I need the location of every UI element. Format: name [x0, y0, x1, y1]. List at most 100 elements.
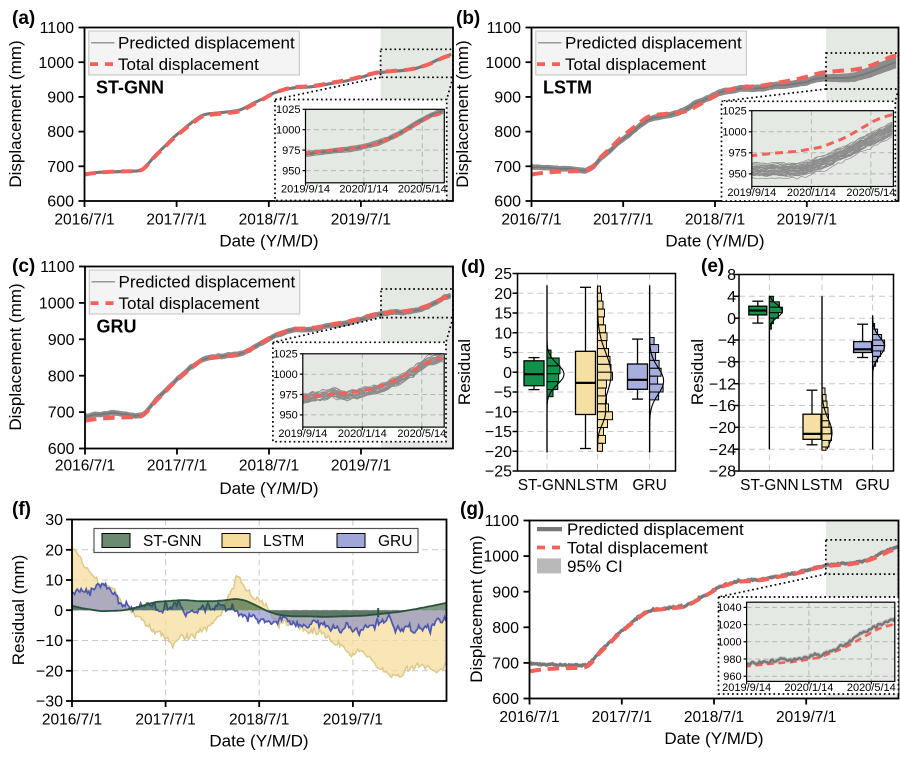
svg-text:700: 700 — [492, 656, 519, 673]
svg-text:1000: 1000 — [276, 125, 300, 137]
svg-text:GRU: GRU — [378, 533, 412, 550]
svg-text:2018/7/1: 2018/7/1 — [239, 212, 299, 229]
svg-text:900: 900 — [48, 332, 75, 349]
svg-text:600: 600 — [47, 194, 74, 211]
svg-text:2020/5/14: 2020/5/14 — [847, 682, 896, 694]
svg-text:−25: −25 — [485, 464, 512, 481]
svg-text:2019/9/14: 2019/9/14 — [722, 682, 771, 694]
svg-text:GRU: GRU — [97, 317, 137, 337]
svg-text:LSTM: LSTM — [801, 477, 842, 494]
svg-text:2019/9/14: 2019/9/14 — [278, 428, 327, 440]
svg-text:900: 900 — [492, 584, 519, 601]
svg-text:0: 0 — [54, 603, 63, 620]
svg-text:1000: 1000 — [722, 127, 746, 139]
svg-text:800: 800 — [47, 124, 74, 141]
svg-text:2019/9/14: 2019/9/14 — [727, 187, 776, 199]
svg-text:−20: −20 — [485, 444, 512, 461]
svg-text:(c): (c) — [12, 256, 35, 277]
svg-text:975: 975 — [279, 389, 297, 401]
svg-text:2017/7/1: 2017/7/1 — [593, 212, 653, 229]
svg-text:−30: −30 — [36, 694, 63, 711]
svg-text:1025: 1025 — [722, 106, 746, 118]
svg-text:(f): (f) — [12, 499, 31, 520]
svg-text:Date (Y/M/D): Date (Y/M/D) — [665, 232, 764, 251]
svg-text:4: 4 — [727, 289, 736, 306]
svg-text:(g): (g) — [460, 499, 484, 520]
svg-text:−24: −24 — [709, 442, 736, 459]
svg-text:Date (Y/M/D): Date (Y/M/D) — [219, 479, 318, 498]
svg-text:2019/7/1: 2019/7/1 — [323, 712, 383, 729]
svg-text:Predicted displacement: Predicted displacement — [567, 520, 744, 539]
svg-text:Total displacement: Total displacement — [118, 55, 259, 74]
svg-text:1000: 1000 — [483, 549, 519, 566]
svg-text:−16: −16 — [709, 398, 736, 415]
svg-text:Displacement (mm): Displacement (mm) — [6, 40, 25, 187]
svg-text:2020/5/14: 2020/5/14 — [846, 187, 895, 199]
svg-text:1100: 1100 — [487, 20, 522, 37]
svg-text:Predicted displacement: Predicted displacement — [119, 273, 296, 292]
svg-text:800: 800 — [48, 368, 75, 385]
svg-text:2017/7/1: 2017/7/1 — [592, 709, 652, 726]
svg-text:(e): (e) — [701, 256, 724, 277]
svg-text:1100: 1100 — [40, 259, 75, 276]
svg-text:Displacement (mm): Displacement (mm) — [467, 535, 486, 682]
svg-text:2020/1/14: 2020/1/14 — [787, 187, 836, 199]
svg-text:2016/7/1: 2016/7/1 — [499, 709, 559, 726]
svg-text:ST-GNN: ST-GNN — [518, 477, 577, 494]
svg-text:1000: 1000 — [39, 296, 75, 313]
svg-text:2016/7/1: 2016/7/1 — [501, 212, 561, 229]
svg-text:2016/7/1: 2016/7/1 — [42, 712, 102, 729]
svg-text:800: 800 — [494, 124, 521, 141]
svg-text:−8: −8 — [718, 354, 736, 371]
svg-text:Date (Y/M/D): Date (Y/M/D) — [209, 732, 308, 751]
svg-text:−15: −15 — [485, 424, 512, 441]
svg-text:5: 5 — [503, 345, 512, 362]
svg-text:1000: 1000 — [273, 369, 297, 381]
svg-text:2020/1/14: 2020/1/14 — [339, 184, 388, 196]
svg-text:1040: 1040 — [717, 602, 741, 614]
svg-text:0: 0 — [503, 365, 512, 382]
svg-text:2020/5/14: 2020/5/14 — [397, 428, 446, 440]
svg-text:LSTM: LSTM — [577, 477, 618, 494]
svg-text:20: 20 — [45, 542, 63, 559]
svg-text:30: 30 — [45, 512, 63, 529]
svg-text:950: 950 — [282, 165, 300, 177]
svg-text:Total displacement: Total displacement — [567, 538, 708, 557]
svg-text:Date (Y/M/D): Date (Y/M/D) — [664, 729, 763, 748]
svg-text:25: 25 — [494, 266, 512, 283]
svg-text:600: 600 — [492, 691, 519, 708]
svg-text:−4: −4 — [718, 333, 736, 350]
svg-text:800: 800 — [492, 620, 519, 637]
svg-text:Residual (mm): Residual (mm) — [9, 555, 28, 666]
svg-text:−5: −5 — [494, 385, 512, 402]
svg-text:−20: −20 — [36, 663, 63, 680]
svg-text:1025: 1025 — [276, 104, 300, 116]
svg-text:900: 900 — [47, 90, 74, 107]
svg-text:(d): (d) — [461, 257, 485, 278]
svg-text:−10: −10 — [485, 404, 512, 421]
svg-text:GRU: GRU — [632, 477, 666, 494]
svg-text:Predicted displacement: Predicted displacement — [118, 34, 295, 53]
svg-text:1100: 1100 — [485, 513, 520, 530]
svg-text:Residual: Residual — [688, 339, 707, 405]
svg-text:700: 700 — [48, 405, 75, 422]
svg-text:Date (Y/M/D): Date (Y/M/D) — [219, 232, 318, 251]
svg-text:2017/7/1: 2017/7/1 — [146, 212, 206, 229]
svg-text:2017/7/1: 2017/7/1 — [135, 712, 195, 729]
svg-text:2017/7/1: 2017/7/1 — [147, 458, 207, 475]
svg-text:−20: −20 — [709, 420, 736, 437]
svg-text:2019/7/1: 2019/7/1 — [777, 212, 837, 229]
svg-text:1025: 1025 — [273, 349, 297, 361]
svg-text:15: 15 — [494, 306, 512, 323]
svg-text:LSTM: LSTM — [543, 78, 592, 98]
svg-text:2020/1/14: 2020/1/14 — [338, 428, 387, 440]
svg-text:2016/7/1: 2016/7/1 — [54, 212, 114, 229]
svg-text:2019/7/1: 2019/7/1 — [331, 212, 391, 229]
svg-text:2020/5/14: 2020/5/14 — [398, 184, 447, 196]
svg-text:700: 700 — [47, 159, 74, 176]
svg-text:2018/7/1: 2018/7/1 — [684, 709, 744, 726]
svg-text:700: 700 — [494, 159, 521, 176]
svg-text:ST-GNN: ST-GNN — [96, 78, 164, 98]
svg-text:980: 980 — [723, 654, 741, 666]
svg-text:20: 20 — [494, 286, 512, 303]
